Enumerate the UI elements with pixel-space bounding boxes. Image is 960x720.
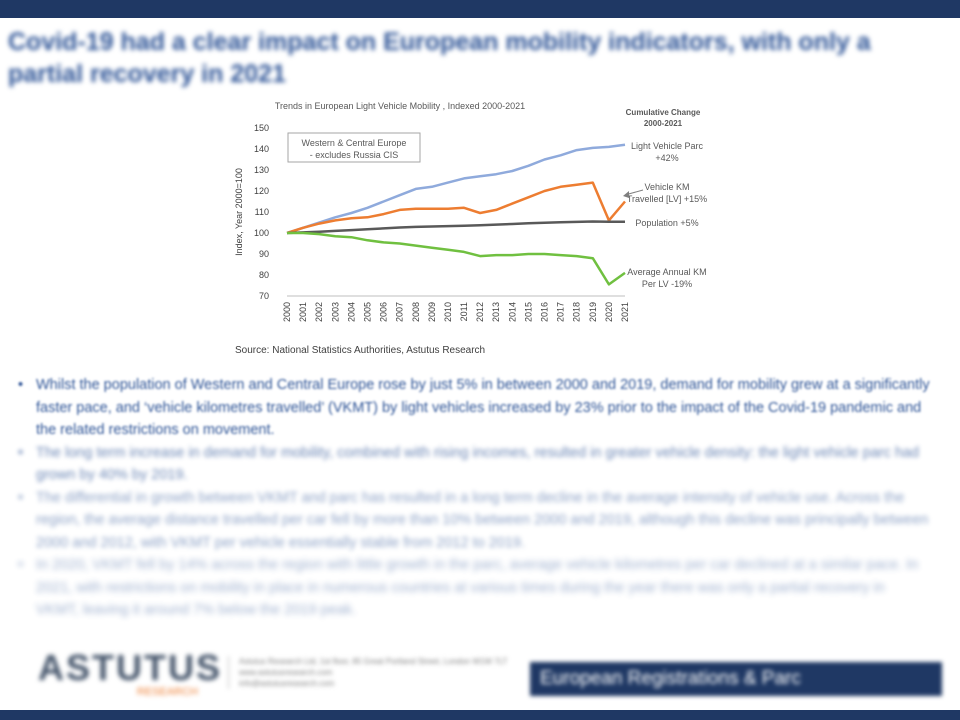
bullet-item: The long term increase in demand for mob…: [16, 442, 931, 487]
chart-title: Trends in European Light Vehicle Mobilit…: [275, 101, 525, 111]
y-tick-label: 110: [255, 207, 269, 217]
series-line: [286, 181, 626, 235]
x-tick-label: 2014: [507, 302, 517, 322]
y-tick-label: 120: [254, 186, 269, 196]
x-tick-label: 2001: [298, 302, 308, 322]
series-end-label: Per LV -19%: [642, 279, 692, 289]
x-tick-label: 2013: [491, 302, 501, 322]
contact-line: info@astutusresearch.com: [239, 679, 335, 688]
label-arrow-head: [623, 191, 629, 198]
mobility-line-chart: Trends in European Light Vehicle Mobilit…: [234, 101, 707, 322]
x-tick-label: 2008: [411, 302, 421, 322]
footer-contact: Astutus Research Ltd, 1st floor, 85 Grea…: [228, 656, 509, 689]
x-tick-label: 2004: [346, 302, 356, 322]
series-line: [286, 220, 625, 235]
y-tick-label: 90: [259, 249, 269, 259]
section-banner: European Registrations & Parc: [530, 662, 942, 696]
y-tick-label: 80: [259, 270, 269, 280]
series-line: [286, 143, 626, 235]
x-tick-label: 2012: [475, 302, 485, 322]
cumulative-header: Cumulative Change: [626, 108, 701, 117]
x-tick-label: 2016: [540, 302, 550, 322]
series-end-label: Travelled [LV] +15%: [627, 194, 707, 204]
astutus-logo: ASTUTUS RESEARCH: [38, 647, 222, 700]
y-tick-label: 100: [254, 228, 269, 238]
contact-line: Astutus Research Ltd, 1st floor, 85 Grea…: [239, 657, 508, 666]
bottom-banner: [0, 710, 960, 720]
top-banner: [0, 0, 960, 18]
region-note-box: [287, 132, 421, 163]
y-tick-label: 130: [254, 165, 269, 175]
cumulative-header: 2000-2021: [644, 119, 683, 128]
source-note: Source: National Statistics Authorities,…: [235, 345, 486, 356]
x-tick-label: 2011: [459, 302, 469, 321]
x-tick-label: 2015: [523, 302, 533, 322]
contact-line: www.astutusresearch.com: [239, 668, 333, 677]
x-tick-label: 2017: [556, 302, 566, 322]
y-tick-label: 70: [259, 291, 269, 301]
x-tick-label: 2007: [395, 302, 405, 322]
x-tick-label: 2000: [282, 302, 292, 322]
x-tick-label: 2009: [427, 302, 437, 322]
logo-wordmark: ASTUTUS: [38, 647, 222, 688]
x-tick-label: 2006: [379, 302, 389, 322]
series-end-label: +42%: [655, 153, 678, 163]
series-end-label: Population +5%: [635, 218, 698, 228]
region-note-line: - excludes Russia CIS: [310, 150, 399, 160]
x-tick-label: 2020: [604, 302, 614, 322]
x-tick-label: 2005: [362, 302, 372, 322]
x-tick-label: 2003: [330, 302, 340, 322]
slide-title: Covid-19 had a clear impact on European …: [8, 28, 871, 88]
x-tick-label: 2021: [620, 302, 630, 322]
bullet-item: Whilst the population of Western and Cen…: [16, 374, 931, 442]
x-tick-label: 2002: [314, 302, 324, 322]
x-tick-label: 2018: [572, 302, 582, 322]
series-end-label: Average Annual KM: [627, 267, 706, 277]
bullet-list: Whilst the population of Western and Cen…: [16, 374, 931, 622]
series-line: [287, 231, 626, 286]
series-end-label: Light Vehicle Parc: [631, 141, 704, 151]
logo-subtitle: RESEARCH: [136, 686, 198, 698]
x-tick-label: 2019: [588, 302, 598, 322]
region-note-line: Western & Central Europe: [302, 138, 407, 148]
y-tick-label: 150: [254, 123, 269, 133]
series-end-label: Vehicle KM: [644, 182, 689, 192]
y-tick-label: 140: [254, 144, 269, 154]
y-axis-label: Index, Year 2000=100: [234, 168, 244, 256]
bullet-item: The differential in growth between VKMT …: [16, 487, 931, 555]
bullet-item: In 2020, VKMT fell by 14% across the reg…: [16, 554, 931, 622]
x-tick-label: 2010: [443, 302, 453, 322]
